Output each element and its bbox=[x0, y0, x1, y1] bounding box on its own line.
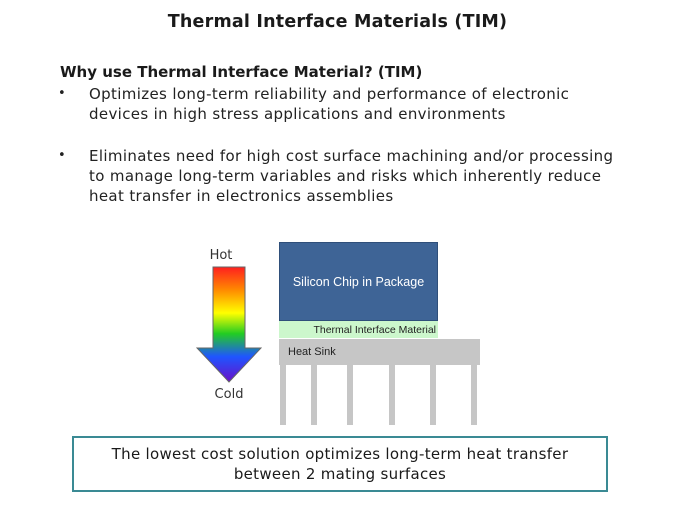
bullet-marker: • bbox=[58, 86, 67, 101]
bullet-text: Optimizes long-term reliability and perf… bbox=[89, 85, 570, 123]
section-heading: Why use Thermal Interface Material? (TIM… bbox=[60, 63, 423, 81]
tim-label: Thermal Interface Material bbox=[313, 323, 436, 336]
hot-label: Hot bbox=[209, 248, 233, 263]
heat-sink-label: Heat Sink bbox=[288, 346, 336, 358]
bullet-list: • Optimizes long-term reliability and pe… bbox=[58, 84, 618, 206]
heat-sink-fin bbox=[389, 365, 395, 425]
silicon-chip-label: Silicon Chip in Package bbox=[292, 274, 425, 289]
heat-sink-fin bbox=[311, 365, 317, 425]
cold-label: Cold bbox=[214, 387, 244, 402]
bullet-item: • Eliminates need for high cost surface … bbox=[58, 146, 618, 206]
heat-sink-fin bbox=[347, 365, 353, 425]
bullet-item: • Optimizes long-term reliability and pe… bbox=[58, 84, 618, 124]
summary-callout: The lowest cost solution optimizes long-… bbox=[72, 436, 608, 492]
heat-sink-base: Heat Sink bbox=[279, 339, 480, 365]
bullet-text: Eliminates need for high cost surface ma… bbox=[89, 147, 614, 205]
heat-sink-fin bbox=[280, 365, 286, 425]
bullet-marker: • bbox=[58, 148, 67, 163]
heat-sink-fin bbox=[471, 365, 477, 425]
heat-sink-fin bbox=[430, 365, 436, 425]
silicon-chip-block: Silicon Chip in Package bbox=[279, 242, 438, 321]
tim-layer: Thermal Interface Material bbox=[279, 321, 438, 338]
slide-title: Thermal Interface Materials (TIM) bbox=[167, 12, 508, 32]
summary-callout-text: The lowest cost solution optimizes long-… bbox=[111, 445, 569, 483]
temperature-gradient-arrow-icon bbox=[196, 266, 262, 383]
